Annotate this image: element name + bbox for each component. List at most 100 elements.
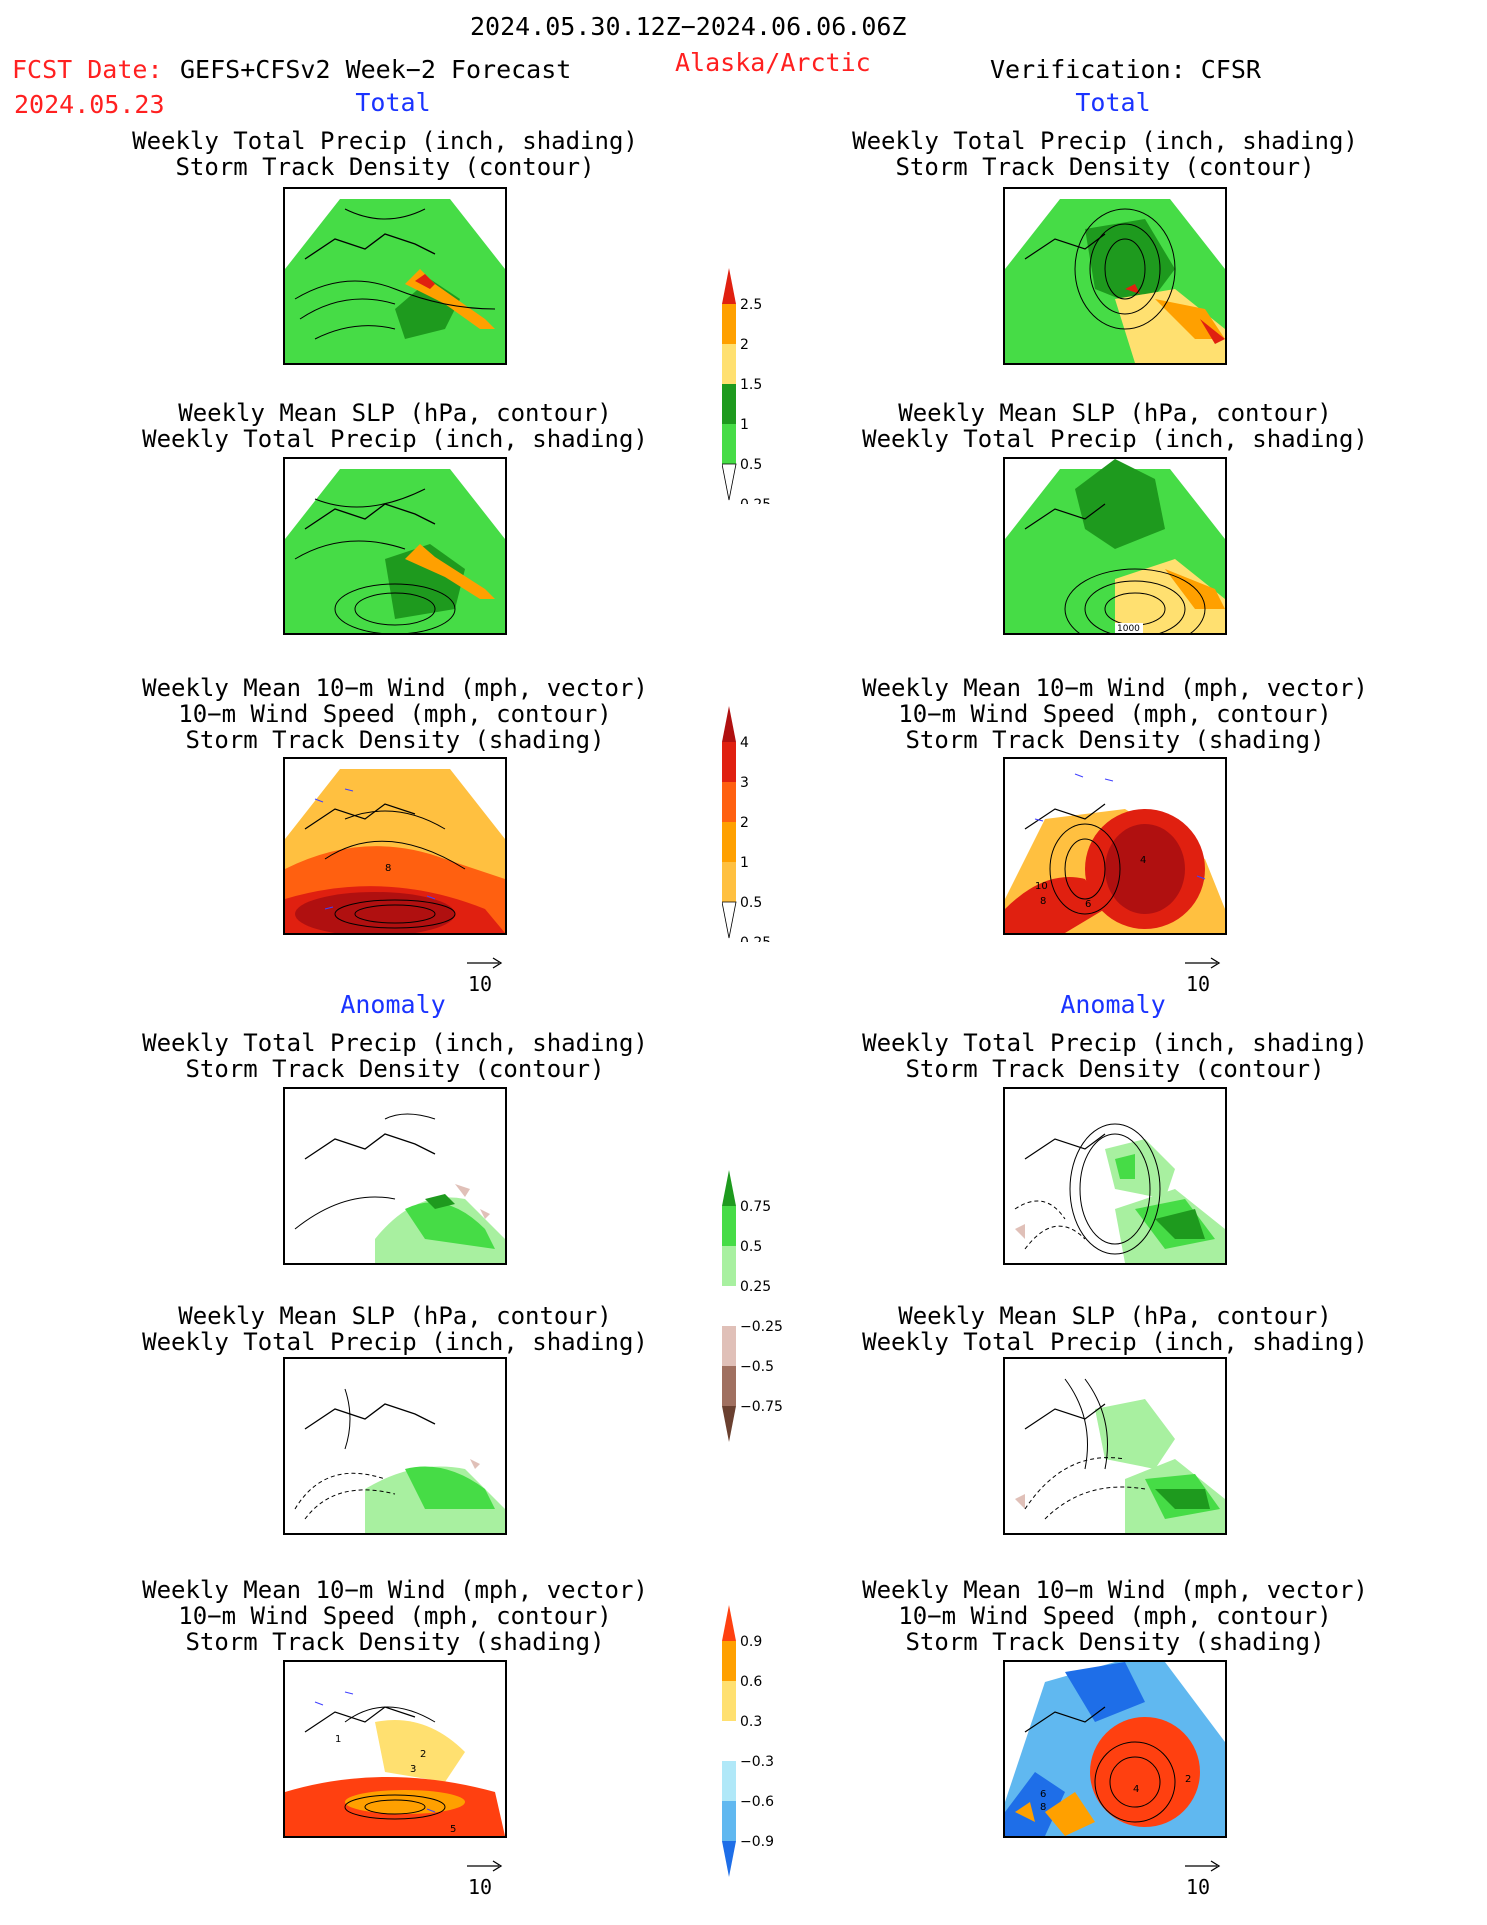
colorbar-storm-anom: 0.9 0.6 0.3 −0.3 −0.6 −0.9 [722, 1605, 792, 1885]
colorbar-precip-total: 2.5 2 1.5 1 0.5 0.25 [721, 268, 792, 513]
colorbar-top-triangle [722, 1170, 736, 1206]
title-precip-storm-ver: Weekly Total Precip (inch, shading) Storm… [852, 127, 1358, 181]
colorbar-segment [722, 742, 736, 782]
vector-scale-ver-anom: 10 [1183, 1858, 1223, 1899]
colorbar-tick-label: 0.75 [740, 1199, 771, 1215]
colorbar-tick-label: 0.3 [740, 1714, 762, 1730]
verification-label: Verification: CFSR [990, 55, 1261, 84]
colorbar-segment [722, 1206, 736, 1246]
map-slp-precip-fcst-anom [283, 1357, 507, 1535]
colorbar-tick-label: 4 [740, 735, 749, 751]
map-wind-ver-anom: 4 2 6 8 [1003, 1660, 1227, 1838]
colorbar-tick-label: 0.25 [740, 497, 771, 504]
vector-scale-ver-total: 10 [1183, 955, 1223, 996]
colorbar-tick-label: 2.5 [740, 297, 762, 313]
colorbar-tick-label: −0.5 [740, 1359, 774, 1375]
vector-scale-fcst-anom: 10 [465, 1858, 505, 1899]
colorbar-segment [722, 424, 736, 464]
colorbar-tick-label: 3 [740, 775, 749, 791]
fcst-date: 2024.05.23 [14, 90, 165, 119]
contour-label: 8 [1040, 1802, 1046, 1813]
colorbar-segment [722, 1641, 736, 1681]
contour-label: 2 [420, 1749, 426, 1760]
map-precip-storm-fcst-anom [283, 1087, 507, 1265]
colorbar-svg: 2.5 2 1.5 1 0.5 0.25 [721, 268, 771, 513]
contour-label: 10 [1035, 881, 1048, 892]
colorbar-precip-anom: 0.75 0.5 0.25 −0.25 −0.5 −0.75 [722, 1170, 792, 1450]
colorbar-svg: 0.75 0.5 0.25 −0.25 −0.5 −0.75 [722, 1170, 783, 1442]
colorbar-segment [722, 304, 736, 344]
colorbar-tick-label: 0.6 [740, 1674, 762, 1690]
forecast-period: 2024.05.30.12Z−2024.06.06.06Z [470, 12, 907, 41]
colorbar-tick-label: 0.5 [740, 895, 762, 911]
colorbar-top-triangle [722, 268, 736, 304]
colorbar-segment [722, 1681, 736, 1721]
section-total-right: Total [1075, 88, 1151, 117]
colorbar-tick-label: 2 [740, 337, 749, 353]
colorbar-tick-label: −0.25 [740, 1319, 783, 1335]
colorbar-tick-label: 0.9 [740, 1634, 762, 1650]
contour-label: 4 [1140, 855, 1146, 866]
colorbar-tick-label: −0.9 [740, 1834, 774, 1850]
map-wind-fcst-anom: 1 2 3 5 [283, 1660, 507, 1838]
colorbar-segment [722, 1326, 736, 1366]
colorbar-tick-label: 1 [740, 855, 749, 871]
map-slp-precip-ver: 1000 [1003, 457, 1227, 635]
colorbar-segment [722, 1286, 736, 1326]
title-slp-precip-ver: Weekly Mean SLP (hPa, contour) Weekly Tot… [862, 399, 1368, 453]
map-wind-fcst: 8 [283, 757, 507, 935]
title-slp-precip-fcst: Weekly Mean SLP (hPa, contour) Weekly Tot… [142, 399, 648, 453]
colorbar-segment [722, 1366, 736, 1406]
colorbar-tick-label: 2 [740, 815, 749, 831]
colorbar-bottom-triangle [721, 463, 737, 501]
colorbar-tick-label: 1 [740, 417, 749, 433]
colorbar-segment [722, 1721, 736, 1761]
map-slp-precip-fcst [283, 457, 507, 635]
isobar-label: 1000 [1117, 624, 1140, 633]
region-label: Alaska/Arctic [675, 48, 871, 77]
colorbar-bottom-triangle [722, 1406, 736, 1442]
section-anomaly-left: Anomaly [340, 990, 446, 1019]
colorbar-tick-label: 0.25 [740, 1279, 771, 1295]
fcst-model: GEFS+CFSv2 Week−2 Forecast [180, 55, 572, 84]
colorbar-bottom-triangle [722, 1841, 736, 1877]
contour-label: 5 [450, 1824, 456, 1835]
title-wind-ver-anom: Weekly Mean 10−m Wind (mph, vector) 10−m … [862, 1576, 1368, 1656]
contour-label: 2 [1185, 1774, 1191, 1785]
colorbar-storm-total: 4 3 2 1 0.5 0.25 [721, 706, 792, 951]
map-slp-precip-ver-anom [1003, 1357, 1227, 1535]
map-precip-storm-ver-anom [1003, 1087, 1227, 1265]
vector-scale-fcst-total: 10 [465, 955, 505, 996]
colorbar-segment [722, 822, 736, 862]
colorbar-segment [722, 1246, 736, 1286]
title-wind-fcst-anom: Weekly Mean 10−m Wind (mph, vector) 10−m … [142, 1576, 648, 1656]
colorbar-tick-label: −0.3 [740, 1754, 774, 1770]
title-precip-storm-ver-anom: Weekly Total Precip (inch, shading) Storm… [862, 1029, 1368, 1083]
colorbar-segment [722, 344, 736, 384]
title-precip-storm-fcst: Weekly Total Precip (inch, shading) Storm… [132, 127, 638, 181]
contour-label: 6 [1040, 1789, 1046, 1800]
title-slp-precip-fcst-anom: Weekly Mean SLP (hPa, contour) Weekly Tot… [142, 1302, 648, 1356]
section-anomaly-right: Anomaly [1060, 990, 1166, 1019]
title-wind-fcst: Weekly Mean 10−m Wind (mph, vector) 10−m … [142, 674, 648, 754]
colorbar-segment [722, 1761, 736, 1801]
title-slp-precip-ver-anom: Weekly Mean SLP (hPa, contour) Weekly Tot… [862, 1302, 1368, 1356]
colorbar-tick-label: 0.5 [740, 457, 762, 473]
contour-label: 8 [385, 863, 391, 874]
map-precip-storm-ver [1003, 187, 1227, 365]
section-total-left: Total [355, 88, 431, 117]
colorbar-top-triangle [722, 706, 736, 742]
title-precip-storm-fcst-anom: Weekly Total Precip (inch, shading) Storm… [142, 1029, 648, 1083]
colorbar-tick-label: −0.6 [740, 1794, 774, 1810]
colorbar-tick-label: 0.25 [740, 935, 771, 942]
colorbar-segment [722, 384, 736, 424]
colorbar-tick-label: 0.5 [740, 1239, 762, 1255]
contour-label: 1 [335, 1734, 341, 1745]
colorbar-tick-label: −0.75 [740, 1399, 783, 1415]
colorbar-tick-label: 1.5 [740, 377, 762, 393]
colorbar-svg: 4 3 2 1 0.5 0.25 [721, 706, 771, 951]
colorbar-svg: 0.9 0.6 0.3 −0.3 −0.6 −0.9 [722, 1605, 774, 1877]
contour-label: 8 [1040, 896, 1046, 907]
map-wind-ver: 4 10 8 6 [1003, 757, 1227, 935]
colorbar-segment [722, 782, 736, 822]
